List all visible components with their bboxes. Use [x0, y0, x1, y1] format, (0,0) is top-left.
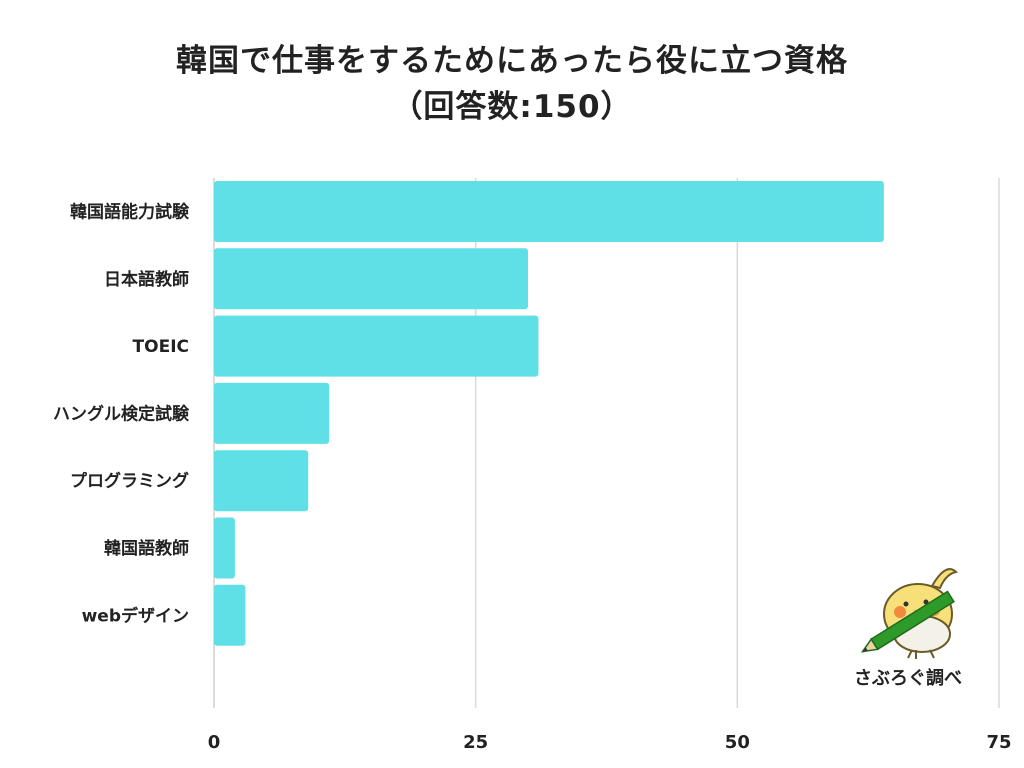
- category-label: ハングル検定試験: [53, 403, 190, 424]
- category-label: webデザイン: [82, 605, 189, 626]
- bar: [214, 382, 330, 444]
- bar: [214, 517, 235, 579]
- bar: [214, 181, 884, 242]
- bar: [214, 450, 309, 512]
- category-label: 韓国語教師: [104, 538, 189, 559]
- category-label: 日本語教師: [104, 269, 189, 290]
- category-label: 韓国語能力試験: [70, 202, 190, 223]
- x-tick-label: 75: [986, 732, 1011, 753]
- chart-title-line2: （回答数:150）: [391, 89, 633, 125]
- chart-title: 韓国で仕事をするためにあったら役に立つ資格 （回答数:150）: [0, 38, 1024, 130]
- chart-title-line1: 韓国で仕事をするためにあったら役に立つ資格: [176, 43, 848, 79]
- credit-text: さぶろぐ調べ: [854, 668, 962, 689]
- x-tick-label: 50: [725, 732, 750, 753]
- bar: [214, 315, 539, 377]
- bar: [214, 248, 528, 310]
- x-tick-label: 25: [463, 732, 488, 753]
- bar: [214, 584, 246, 646]
- x-tick-label: 0: [208, 732, 221, 753]
- category-label: プログラミング: [70, 471, 189, 492]
- bird-mascot-icon: [860, 568, 959, 659]
- category-label: TOEIC: [133, 337, 189, 357]
